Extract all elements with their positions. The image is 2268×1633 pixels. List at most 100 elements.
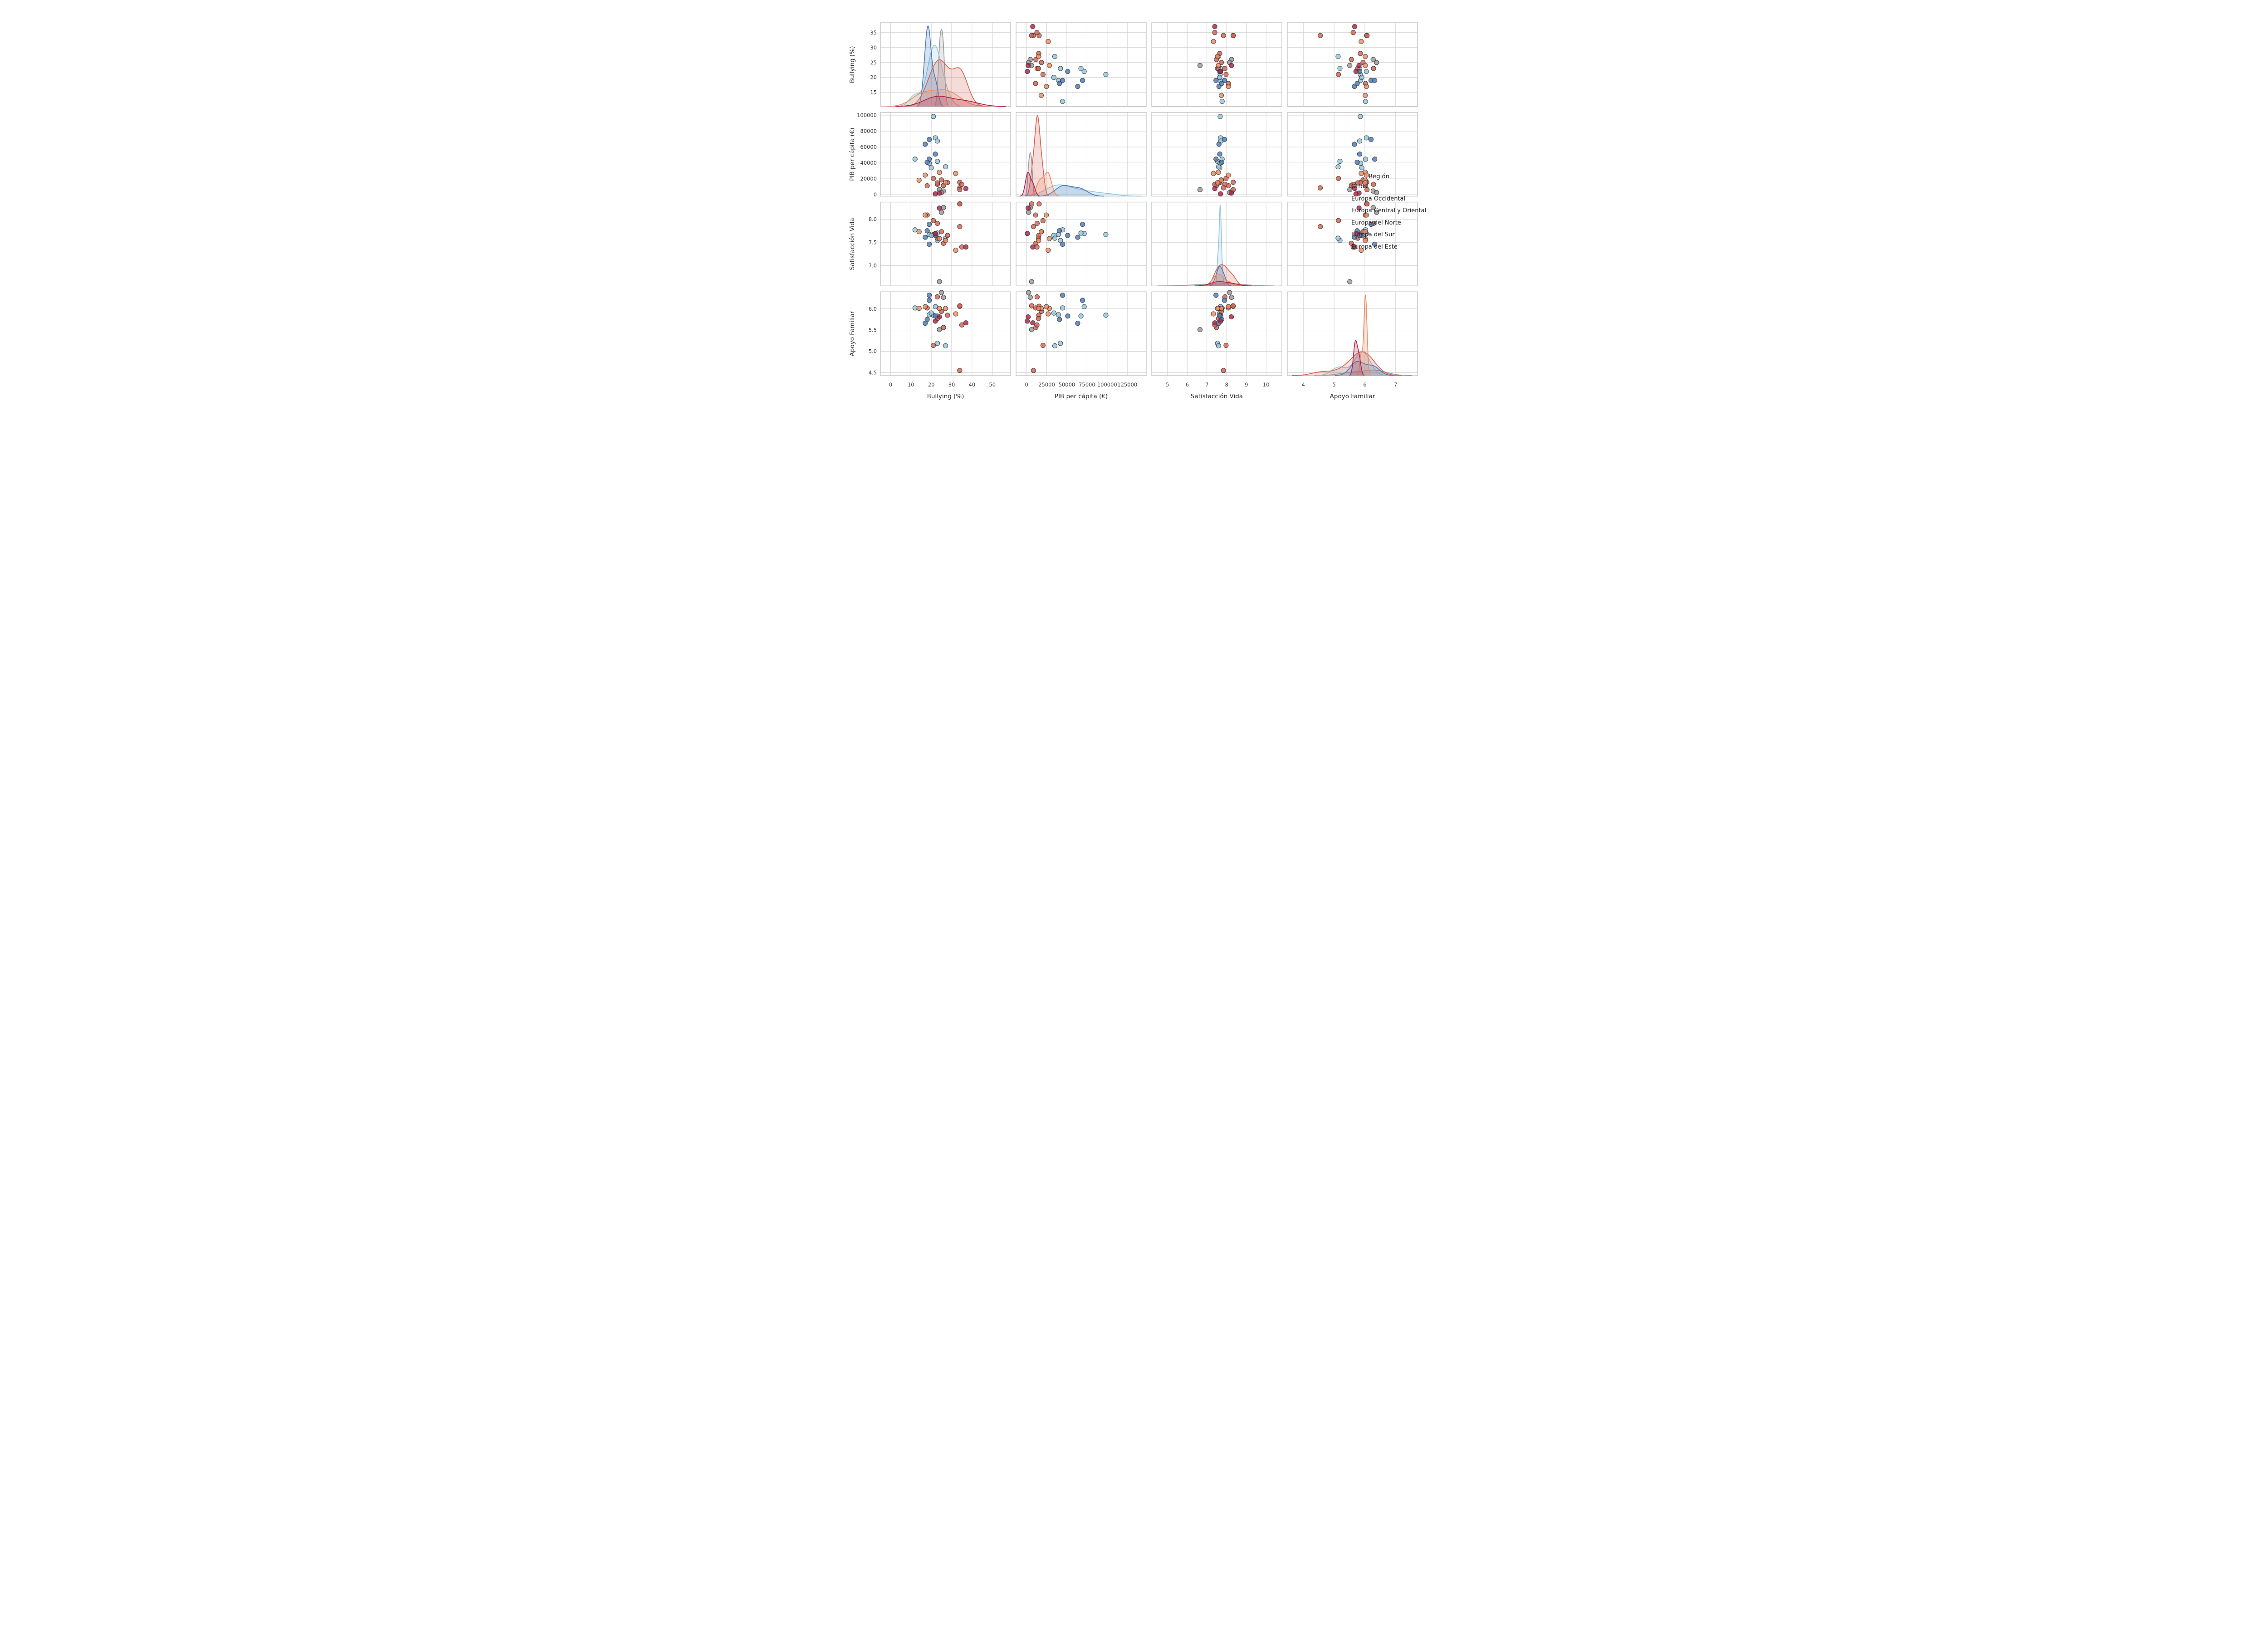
- data-point: [1347, 63, 1353, 68]
- data-point: [1222, 137, 1227, 142]
- data-point: [1222, 298, 1227, 303]
- x-axis-label-pib: PIB per cápita (€): [1055, 393, 1108, 400]
- x-tick-label: 50: [989, 381, 996, 388]
- data-point: [1229, 63, 1234, 68]
- data-point: [934, 220, 940, 226]
- data-point: [1052, 54, 1058, 59]
- data-point: [1197, 63, 1203, 68]
- data-point: [1060, 293, 1066, 298]
- data-point: [1363, 229, 1368, 235]
- data-point: [1230, 303, 1236, 308]
- data-point: [1223, 72, 1229, 77]
- data-point: [927, 221, 932, 227]
- data-point: [1026, 205, 1031, 211]
- data-point: [1033, 81, 1038, 86]
- data-point: [924, 317, 930, 322]
- data-point: [1040, 342, 1046, 348]
- data-point: [945, 313, 950, 318]
- data-point: [938, 290, 944, 295]
- data-point: [938, 177, 944, 183]
- data-point: [1359, 75, 1364, 80]
- data-point: [1363, 93, 1368, 98]
- data-point: [938, 229, 944, 235]
- data-point: [1215, 306, 1220, 311]
- data-point: [1371, 181, 1376, 187]
- y-tick-label: 4.5: [869, 369, 877, 376]
- data-point: [1211, 39, 1216, 44]
- data-point: [1057, 81, 1062, 86]
- kde-line-2: [904, 59, 985, 107]
- data-point: [937, 327, 942, 332]
- data-point: [929, 165, 934, 171]
- panel-r4c2: [1016, 290, 1147, 376]
- y-tick-label: 80000: [860, 128, 877, 134]
- data-point: [1219, 160, 1224, 165]
- data-point: [933, 318, 938, 324]
- data-point: [1216, 164, 1222, 170]
- data-point: [1036, 238, 1041, 243]
- data-point: [933, 313, 938, 319]
- data-point: [1222, 66, 1227, 71]
- panel-border: [880, 112, 1011, 197]
- data-point: [1197, 187, 1203, 192]
- data-point: [916, 177, 922, 183]
- data-point: [1078, 313, 1084, 319]
- data-point: [1065, 313, 1070, 319]
- data-point: [912, 156, 918, 162]
- data-point: [1060, 98, 1066, 104]
- data-point: [1039, 60, 1044, 65]
- data-point: [953, 311, 958, 317]
- data-point: [934, 294, 940, 300]
- data-point: [927, 137, 932, 142]
- data-point: [1211, 171, 1216, 176]
- data-point: [1029, 279, 1034, 284]
- data-point: [1046, 63, 1052, 68]
- data-point: [943, 164, 948, 170]
- x-tick-label: 20: [928, 381, 935, 388]
- data-point: [930, 114, 936, 119]
- data-point: [930, 342, 936, 348]
- data-point: [957, 224, 963, 230]
- data-point: [1065, 68, 1070, 74]
- kde-line-1: [1214, 205, 1225, 286]
- data-point: [1359, 171, 1364, 176]
- kde-fill-2: [904, 59, 985, 107]
- data-point: [1029, 201, 1034, 207]
- x-tick-label: 125000: [1117, 381, 1137, 388]
- data-point: [937, 170, 942, 175]
- kde-line-0: [1025, 152, 1036, 196]
- data-point: [1026, 290, 1031, 295]
- panel-r1c4: [1287, 22, 1418, 107]
- y-tick-label: 30: [870, 44, 877, 51]
- data-point: [959, 322, 964, 328]
- panel-r1c2: [1016, 22, 1147, 107]
- data-point: [916, 229, 922, 235]
- x-tick-label: 40: [968, 381, 975, 388]
- data-point: [957, 368, 963, 373]
- data-point: [1357, 152, 1363, 157]
- data-point: [1370, 57, 1376, 62]
- data-point: [930, 176, 936, 181]
- x-tick-label: 8: [1225, 381, 1228, 388]
- data-point: [1051, 75, 1056, 80]
- data-point: [1075, 83, 1080, 89]
- x-tick-label: 0: [889, 381, 892, 388]
- data-point: [1034, 244, 1040, 250]
- data-point: [1212, 30, 1217, 35]
- kde-line-5: [1020, 171, 1040, 197]
- data-point: [1078, 66, 1084, 71]
- y-tick-label: 7.5: [869, 239, 877, 245]
- data-point: [1221, 185, 1226, 191]
- data-point: [930, 218, 936, 223]
- x-tick-label: 25000: [1038, 381, 1055, 388]
- y-tick-label: 5.5: [869, 327, 877, 333]
- data-point: [1336, 72, 1341, 77]
- data-point: [1217, 152, 1222, 157]
- data-point: [1212, 320, 1217, 326]
- data-point: [1036, 201, 1042, 207]
- data-point: [959, 181, 964, 187]
- data-point: [924, 183, 930, 189]
- data-point: [1357, 138, 1363, 144]
- data-point: [1216, 343, 1222, 348]
- kde-line-4: [886, 89, 988, 107]
